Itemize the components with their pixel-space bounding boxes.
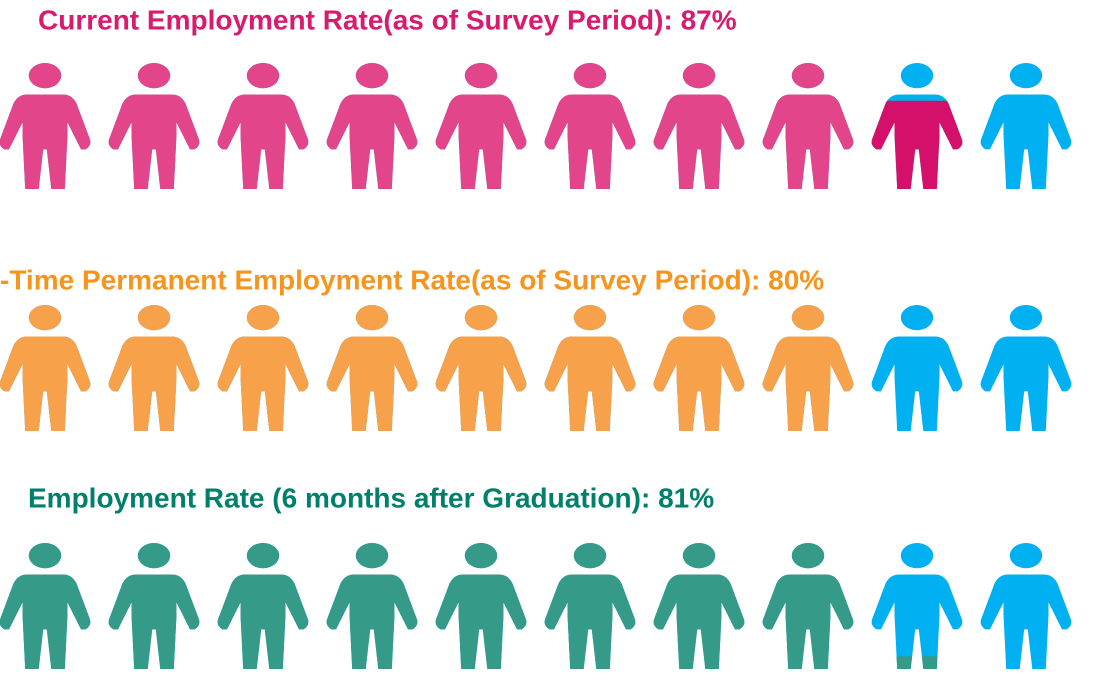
person-icon-filled [217, 305, 309, 431]
person-icon [871, 543, 963, 669]
person-icon-filled [326, 543, 418, 669]
person-icon-filled [0, 305, 91, 432]
person-icon-filled [544, 63, 636, 189]
person-icon-filled [435, 63, 527, 189]
chart-title: Current Employment Rate(as of Survey Per… [38, 4, 737, 35]
person-icon [980, 543, 1072, 669]
person-icon-filled [871, 100, 963, 190]
person-icon [871, 305, 963, 431]
person-icon-filled [0, 543, 91, 670]
person-icon-filled [217, 543, 309, 669]
person-icon-filled [108, 63, 200, 189]
person-icon-filled [896, 656, 938, 670]
person-icon-filled [544, 305, 636, 431]
person-icon-filled [435, 305, 527, 431]
person-icon-filled [326, 305, 418, 431]
person-icon-filled [108, 543, 200, 669]
chart-title: -Time Permanent Employment Rate(as of Su… [0, 264, 824, 295]
person-icon-filled [762, 63, 854, 189]
chart-title: Employment Rate (6 months after Graduati… [28, 482, 714, 513]
person-icon-filled [653, 63, 745, 189]
person-icon [980, 305, 1072, 431]
person-icon-filled [108, 305, 200, 431]
person-icon [980, 63, 1072, 189]
person-icon-filled [217, 63, 309, 189]
person-icon-filled [326, 63, 418, 189]
person-icon-filled [653, 305, 745, 431]
person-icon-filled [762, 305, 854, 431]
person-icon-filled [435, 543, 527, 669]
person-icon-filled [762, 543, 854, 669]
person-icon-filled [653, 543, 745, 669]
person-icon-filled [0, 63, 91, 190]
person-icon-filled [544, 543, 636, 669]
